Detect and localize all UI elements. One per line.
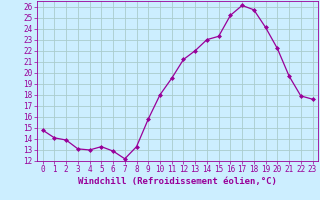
X-axis label: Windchill (Refroidissement éolien,°C): Windchill (Refroidissement éolien,°C) [78, 177, 277, 186]
